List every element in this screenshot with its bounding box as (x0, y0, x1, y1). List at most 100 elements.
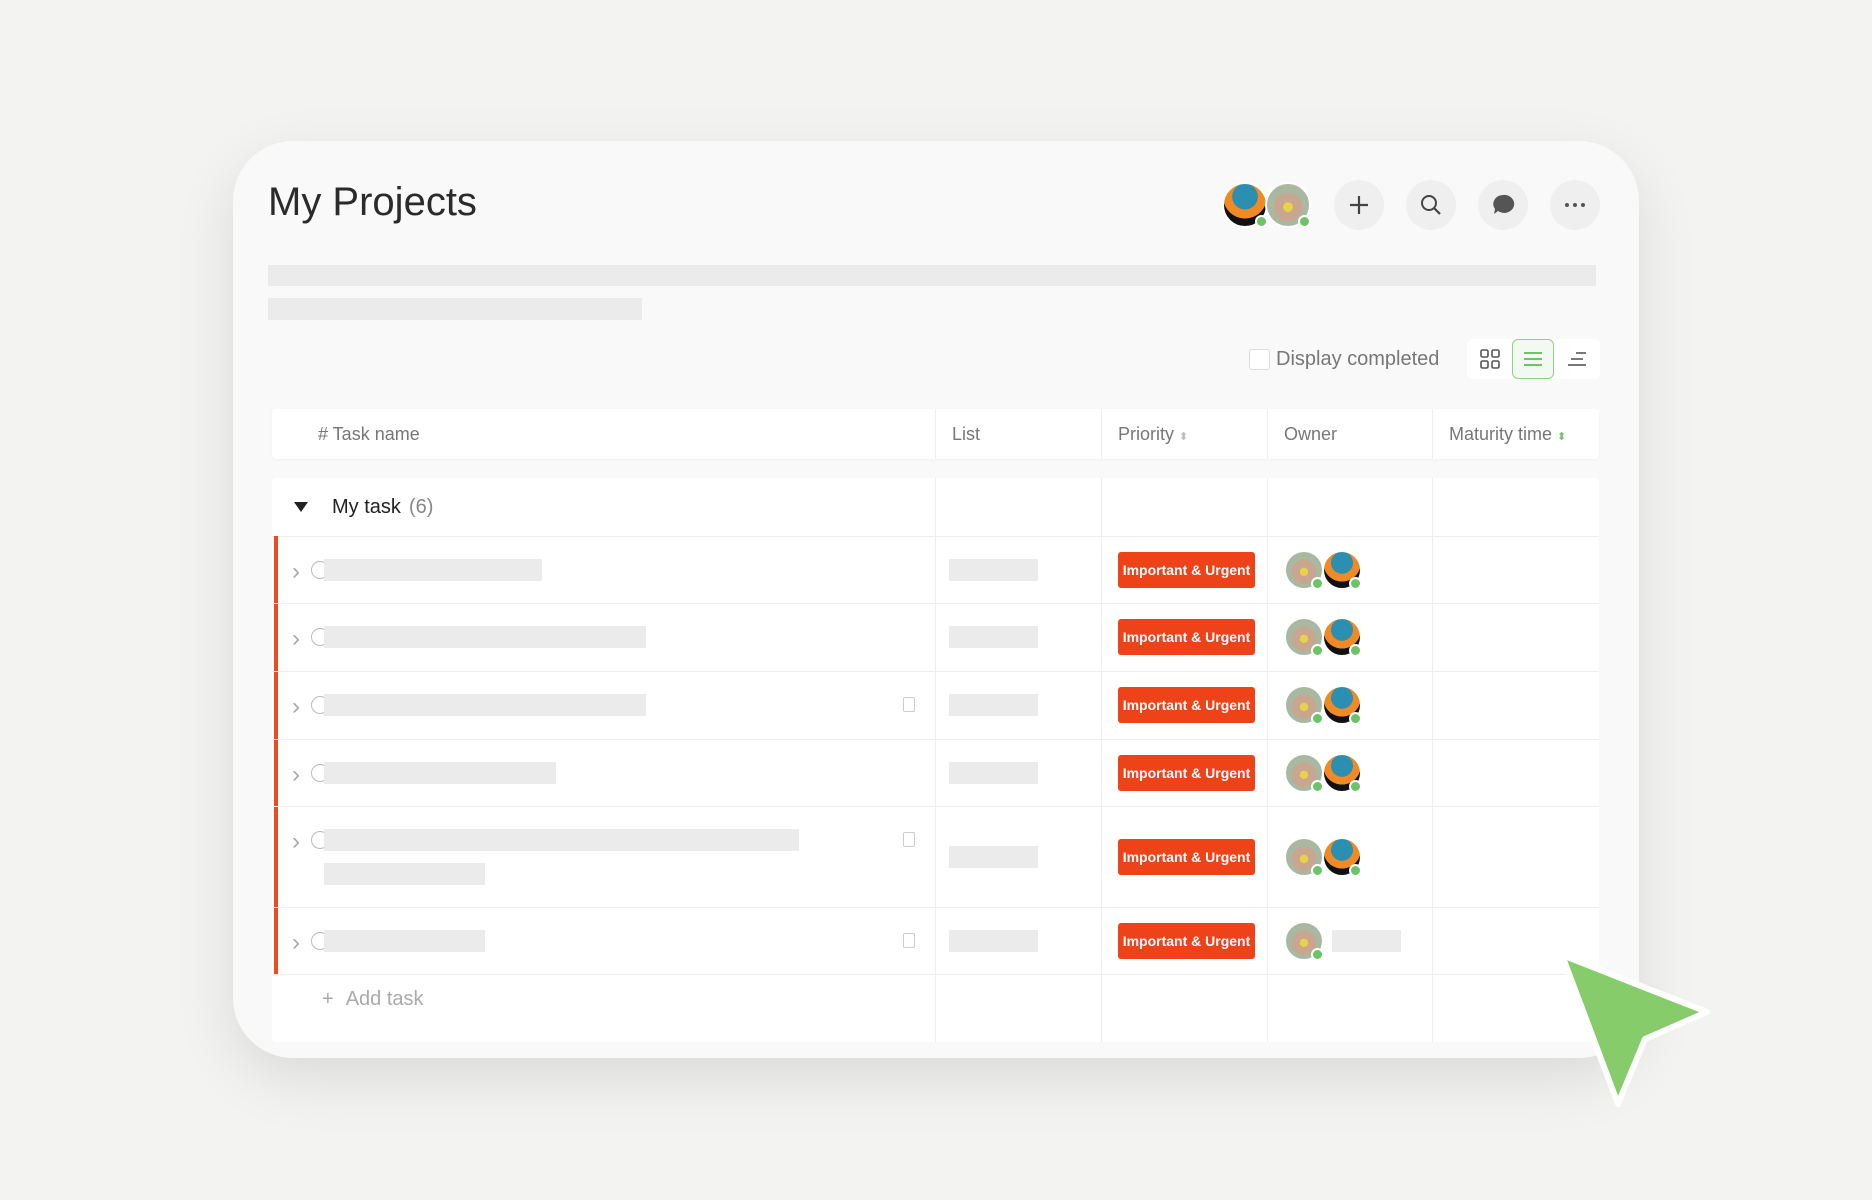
description-placeholder (268, 298, 642, 320)
task-group: My task (6) + Add task › Important & Urgent… (272, 478, 1599, 1042)
table-row[interactable]: › Important & Urgent (272, 671, 1599, 740)
plus-icon: + (322, 988, 334, 1010)
owner-avatar[interactable] (1322, 836, 1362, 877)
expand-chevron-icon[interactable]: › (292, 828, 300, 855)
priority-indicator-bar (274, 536, 278, 974)
owner-avatar[interactable] (1284, 685, 1324, 725)
sort-icon[interactable]: ⬍ (1179, 431, 1189, 443)
row-divider (272, 907, 1599, 908)
collapse-triangle-icon[interactable] (294, 502, 308, 512)
list-placeholder (949, 929, 1038, 952)
priority-tag[interactable]: Important & Urgent (1118, 922, 1255, 959)
search-button[interactable] (1406, 180, 1456, 230)
list-placeholder (949, 845, 1038, 868)
owner-avatar[interactable] (1322, 752, 1362, 793)
online-dot (1349, 712, 1362, 725)
row-divider (272, 806, 1599, 807)
row-divider (272, 603, 1599, 604)
row-divider (272, 974, 1599, 975)
expand-chevron-icon[interactable]: › (292, 693, 300, 720)
list-placeholder (949, 558, 1038, 581)
online-dot (1298, 215, 1311, 228)
group-title[interactable]: My task (6) (332, 496, 433, 519)
column-maturity-time[interactable]: Maturity time ⬍ (1449, 409, 1566, 459)
list-view-button[interactable] (1512, 339, 1554, 379)
owner-avatar[interactable] (1284, 549, 1324, 590)
table-row[interactable]: › Important & Urgent (272, 603, 1599, 672)
list-placeholder (949, 694, 1038, 716)
list-icon (1524, 352, 1542, 366)
column-owner[interactable]: Owner (1284, 424, 1338, 444)
search-icon (1421, 195, 1441, 215)
chat-icon (1493, 194, 1515, 214)
list-placeholder (949, 761, 1038, 784)
group-count: (6) (408, 496, 434, 518)
owner-avatar[interactable] (1284, 920, 1324, 961)
grid-view-button[interactable] (1469, 339, 1511, 379)
online-dot (1349, 863, 1362, 877)
column-priority[interactable]: Priority ⬍ (1118, 409, 1188, 459)
column-list[interactable]: List (952, 424, 981, 444)
member-avatar[interactable] (1265, 182, 1311, 228)
note-icon (903, 832, 915, 847)
priority-tag[interactable]: Important & Urgent (1118, 551, 1255, 588)
view-switcher (1467, 339, 1600, 379)
task-name-placeholder (324, 929, 485, 952)
add-task-button[interactable]: + Add task (322, 988, 424, 1011)
page-title: My Projects (268, 180, 477, 224)
owner-avatar[interactable] (1284, 836, 1324, 877)
member-avatar[interactable] (1222, 182, 1268, 228)
table-row[interactable]: › Important & Urgent (272, 536, 1599, 604)
plus-icon (1350, 196, 1368, 214)
chat-button[interactable] (1478, 180, 1528, 230)
online-dot (1349, 576, 1362, 590)
online-dot (1349, 779, 1362, 793)
gantt-view-button[interactable] (1556, 339, 1598, 379)
online-dot (1311, 779, 1324, 793)
description-placeholder (268, 265, 1596, 286)
more-button[interactable] (1550, 180, 1600, 230)
gantt-icon (1568, 352, 1586, 366)
more-icon (1565, 203, 1585, 207)
note-icon (903, 932, 915, 948)
priority-tag[interactable]: Important & Urgent (1118, 838, 1255, 875)
online-dot (1255, 215, 1268, 228)
table-header: # Task name List Priority ⬍ Owner Maturi… (272, 409, 1599, 459)
expand-chevron-icon[interactable]: › (292, 928, 300, 956)
online-dot (1311, 863, 1324, 877)
row-divider (272, 671, 1599, 672)
row-divider (272, 739, 1599, 740)
group-name: My task (332, 496, 401, 518)
table-row[interactable]: › Important & Urgent (272, 907, 1599, 975)
owner-avatar[interactable] (1322, 685, 1362, 725)
table-row[interactable]: › Important & Urgent (272, 806, 1599, 908)
expand-chevron-icon[interactable]: › (292, 625, 300, 652)
task-name-placeholder (324, 829, 799, 851)
owner-avatar[interactable] (1284, 617, 1324, 657)
owner-avatar[interactable] (1322, 617, 1362, 657)
owner-avatar[interactable] (1322, 549, 1362, 590)
column-task-name[interactable]: # Task name (318, 424, 420, 444)
display-completed-label[interactable]: Display completed (1276, 348, 1440, 370)
priority-tag[interactable]: Important & Urgent (1118, 754, 1255, 791)
cursor-pointer-icon (1559, 952, 1710, 1107)
sort-icon[interactable]: ⬍ (1557, 431, 1567, 443)
owner-name-placeholder (1332, 929, 1401, 952)
owner-avatar[interactable] (1284, 752, 1324, 793)
online-dot (1311, 576, 1324, 590)
add-button[interactable] (1334, 180, 1384, 230)
task-name-placeholder (324, 863, 485, 885)
expand-chevron-icon[interactable]: › (292, 760, 300, 788)
maturity-label: Maturity time (1449, 424, 1553, 444)
online-dot (1311, 947, 1324, 961)
online-dot (1349, 644, 1362, 657)
table-row[interactable]: › Important & Urgent (272, 739, 1599, 807)
expand-chevron-icon[interactable]: › (292, 557, 300, 585)
online-dot (1311, 712, 1324, 725)
grid-icon (1480, 349, 1500, 369)
priority-label: Priority (1118, 424, 1175, 444)
task-name-placeholder (324, 558, 542, 581)
priority-tag[interactable]: Important & Urgent (1118, 687, 1255, 723)
priority-tag[interactable]: Important & Urgent (1118, 619, 1255, 655)
display-completed-checkbox[interactable] (1249, 349, 1270, 370)
